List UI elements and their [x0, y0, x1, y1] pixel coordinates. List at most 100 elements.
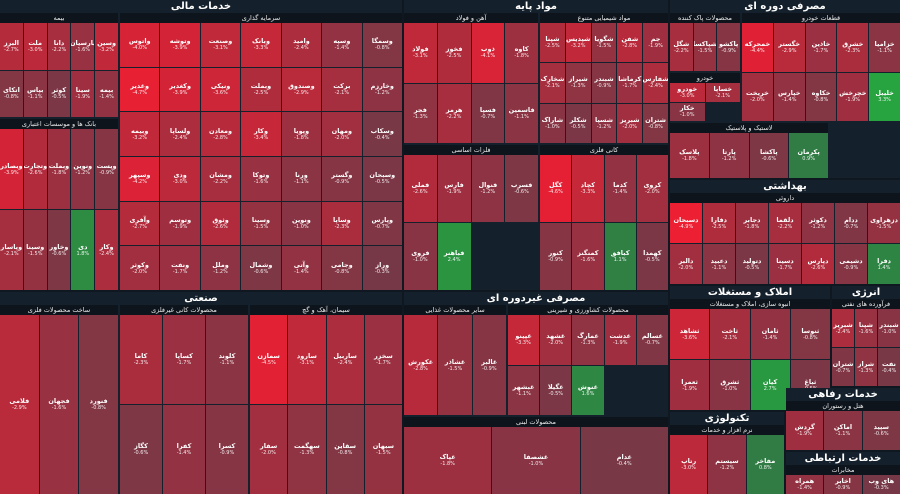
stock-tile[interactable]: دانا -2.2% [47, 23, 71, 70]
stock-tile[interactable]: کاوه -1.8% [505, 23, 538, 83]
stock-tile[interactable]: فلامی -2.9% [0, 315, 39, 494]
stock-tile[interactable]: شگویا -1.5% [591, 23, 617, 63]
stock-tile[interactable]: شسپا -1.2% [591, 103, 617, 143]
sector-title[interactable]: بهداشتی [763, 181, 807, 192]
stock-tile[interactable]: وپست -0.9% [95, 129, 118, 209]
stock-tile[interactable]: های وب -0.3% [862, 475, 900, 494]
industry-title[interactable]: بیمه [0, 13, 118, 23]
stock-tile[interactable]: پاکشو -0.9% [717, 23, 740, 71]
stock-tile[interactable]: دسبحان -4.9% [670, 203, 702, 243]
industry-title[interactable]: لاستیک و پلاستیک [670, 123, 828, 133]
stock-tile[interactable]: ذوب -4.1% [471, 23, 505, 83]
industry-title[interactable]: داروئی [670, 193, 900, 203]
stock-tile[interactable]: فباهنر 2.4% [437, 223, 471, 290]
stock-tile[interactable]: ددام -0.7% [835, 203, 867, 243]
stock-tile[interactable]: وصندوق -2.9% [281, 67, 322, 112]
stock-tile[interactable]: شگل -2.2% [670, 23, 693, 71]
industry-title[interactable]: سیمان، آهک و گچ [250, 305, 402, 315]
stock-tile[interactable]: سیستم -1.2% [708, 435, 746, 494]
industry-title[interactable]: نرم افزار و خدمات [670, 425, 784, 435]
stock-tile[interactable]: وراز -0.3% [362, 246, 402, 290]
stock-tile[interactable]: فروی -1.0% [404, 223, 437, 290]
stock-tile[interactable]: سخزر -1.7% [364, 315, 402, 404]
sector-title[interactable]: مواد پایه [515, 1, 557, 12]
industry-title[interactable]: محصولات کشاورزی و شیرینی [508, 305, 668, 315]
stock-tile[interactable]: دشیمی -0.9% [835, 244, 867, 284]
stock-tile[interactable]: دالبر -2.0% [670, 244, 702, 284]
stock-tile[interactable]: غالبر -0.9% [472, 315, 506, 415]
stock-tile[interactable]: دفرا 1.4% [868, 244, 900, 284]
stock-tile[interactable]: فملی -2.6% [404, 155, 437, 222]
industry-title[interactable]: ساخت محصولات فلزی [0, 305, 118, 315]
stock-tile[interactable]: شبندر -0.9% [591, 63, 617, 103]
stock-tile[interactable]: شراز -1.3% [855, 348, 877, 386]
stock-tile[interactable]: وتجارت -2.6% [23, 129, 47, 209]
stock-tile[interactable]: وغدیر -4.7% [120, 67, 160, 112]
stock-tile[interactable]: فخوز -2.5% [437, 23, 471, 83]
stock-tile[interactable]: دسینا -1.7% [769, 244, 801, 284]
stock-tile[interactable]: شپاکسا -1.5% [693, 23, 717, 71]
stock-tile[interactable]: وخارزم -1.2% [362, 67, 402, 112]
stock-tile[interactable]: وبصادر -3.9% [0, 129, 23, 209]
stock-tile[interactable]: کسرا -0.9% [206, 405, 248, 494]
stock-tile[interactable]: دعبید -1.1% [703, 244, 735, 284]
stock-tile[interactable]: وساپا -2.3% [322, 201, 362, 246]
stock-tile[interactable]: ونفت -1.7% [160, 246, 200, 290]
stock-tile[interactable]: کلوند -1.1% [206, 315, 248, 404]
stock-tile[interactable]: غپینو -3.3% [508, 315, 540, 365]
stock-tile[interactable]: شیراز -1.3% [565, 63, 591, 103]
stock-tile[interactable]: وسپه -1.4% [322, 23, 362, 67]
stock-tile[interactable]: شپنا -2.5% [540, 23, 565, 63]
sector-title[interactable]: خدمات مالی [170, 1, 232, 12]
stock-tile[interactable]: غشهد -2.0% [540, 315, 572, 365]
stock-tile[interactable]: شکلر -0.5% [565, 103, 591, 143]
stock-tile[interactable]: وسپهر -4.2% [120, 157, 160, 201]
stock-tile[interactable]: پاکشا -0.6% [749, 133, 789, 178]
stock-tile[interactable]: غمارگ -1.3% [572, 315, 604, 365]
stock-tile[interactable]: وامید -2.4% [281, 23, 322, 67]
stock-tile[interactable]: خریخت -2.0% [742, 72, 773, 121]
sector-title[interactable]: انرژی [851, 287, 881, 298]
stock-tile[interactable]: هرمز -2.2% [437, 83, 471, 143]
stock-tile[interactable]: پکرمان 0.9% [789, 133, 828, 178]
stock-tile[interactable]: خودرو -3.0% [670, 83, 705, 102]
stock-tile[interactable]: وکار -2.4% [95, 210, 118, 290]
stock-tile[interactable]: ثشاهد -3.6% [670, 309, 710, 359]
stock-tile[interactable]: دی 1.8% [71, 210, 95, 290]
stock-tile[interactable]: وآفری -2.7% [120, 201, 160, 246]
stock-tile[interactable]: غنوش 1.6% [572, 365, 604, 415]
stock-tile[interactable]: غدشت -1.9% [604, 315, 636, 365]
stock-tile[interactable]: وبانک -3.3% [241, 23, 281, 67]
stock-tile[interactable]: ونوین -1.2% [71, 129, 95, 209]
stock-tile[interactable]: وپارس -0.7% [362, 201, 402, 246]
industry-title[interactable]: فلزات اساسی [404, 145, 538, 155]
stock-tile[interactable]: رتاپ -3.0% [670, 435, 708, 494]
stock-tile[interactable]: برکت -2.1% [322, 67, 362, 112]
stock-tile[interactable]: غپاک -1.8% [404, 427, 492, 494]
stock-tile[interactable]: کروی -2.0% [636, 155, 668, 222]
stock-tile[interactable]: ونوین -1.0% [281, 201, 322, 246]
stock-tile[interactable]: وگستر -0.9% [322, 157, 362, 201]
stock-tile[interactable]: شتران -0.8% [643, 103, 668, 143]
stock-tile[interactable]: فنوال -1.2% [471, 155, 505, 222]
stock-tile[interactable]: پارسیان-1.6% [71, 23, 95, 70]
stock-tile[interactable]: ساربیل -2.4% [326, 315, 364, 404]
stock-tile[interactable]: شفارس -2.4% [643, 63, 668, 103]
stock-tile[interactable]: خساپا -2.1% [705, 83, 740, 102]
stock-tile[interactable]: وسین -3.2% [95, 23, 118, 70]
stock-tile[interactable]: کوثر -0.5% [47, 70, 71, 117]
stock-tile[interactable]: دپارس -2.6% [802, 244, 834, 284]
stock-tile[interactable]: گردش -1.9% [786, 411, 824, 450]
stock-tile[interactable]: شبریز -2.4% [832, 309, 854, 347]
stock-tile[interactable]: وبملت -2.5% [241, 67, 281, 112]
stock-tile[interactable]: خزامیا -1.1% [869, 23, 900, 72]
industry-title[interactable]: بانک ها و موسسات اعتباری [0, 119, 118, 129]
stock-tile[interactable]: دتولید -0.5% [736, 244, 768, 284]
industry-title[interactable]: محصولات کانی غیرفلزی [120, 305, 248, 315]
stock-tile[interactable]: شخارک -2.1% [540, 63, 565, 103]
industry-title[interactable]: هتل و رستوران [786, 401, 900, 411]
sector-title[interactable]: خدمات ارتباطی [804, 453, 882, 464]
stock-tile[interactable]: شاراک -1.0% [540, 103, 565, 143]
stock-tile[interactable]: ثشرق -1.0% [710, 360, 750, 410]
stock-tile[interactable]: سفار -2.0% [250, 405, 288, 494]
